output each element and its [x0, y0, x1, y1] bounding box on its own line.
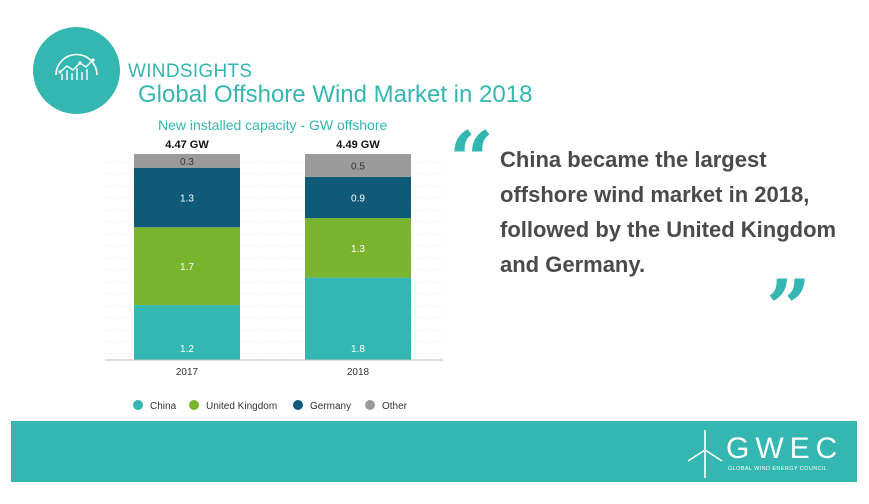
- legend-marker: [293, 400, 303, 410]
- bar-segment-other: [134, 154, 240, 168]
- page-title: Global Offshore Wind Market in 2018: [138, 81, 533, 108]
- open-quote-icon: “: [449, 115, 494, 206]
- bar-segment-united-kingdom: [305, 218, 411, 278]
- total-label: 4.49 GW: [336, 139, 380, 151]
- close-quote-icon: ”: [766, 263, 811, 354]
- bar-segment-china: [134, 305, 240, 360]
- quote-text: China became the largest offshore wind m…: [500, 147, 837, 277]
- legend-label: Germany: [310, 401, 351, 412]
- windsights-logo: [33, 27, 120, 114]
- x-tick-label: 2017: [176, 367, 199, 378]
- data-label: 1.3: [180, 193, 194, 204]
- org-name: GWEC: [726, 432, 844, 465]
- legend-label: United Kingdom: [206, 401, 277, 412]
- legend-marker: [133, 400, 143, 410]
- data-label: 0.9: [351, 193, 365, 204]
- bar-segment-germany: [134, 167, 240, 228]
- org-full-name: GLOBAL WIND ENERGY COUNCIL: [728, 466, 828, 472]
- total-label: 4.47 GW: [165, 139, 209, 151]
- data-label: 1.7: [180, 262, 194, 273]
- data-label: 0.3: [180, 157, 194, 168]
- brand-name: WINDSIGHTS: [128, 61, 253, 82]
- chart-gauge-icon: [55, 53, 98, 80]
- x-tick-label: 2018: [347, 367, 370, 378]
- data-label: 1.2: [180, 344, 194, 355]
- data-label: 1.8: [351, 344, 365, 355]
- data-label: 1.3: [351, 244, 365, 255]
- legend-label: Other: [382, 401, 408, 412]
- bar-segment-other: [305, 154, 411, 177]
- bar-segment-united-kingdom: [134, 227, 240, 306]
- gwec-logo: GWEC GLOBAL WIND ENERGY COUNCIL: [685, 428, 845, 478]
- chart-subtitle: New installed capacity - GW offshore: [158, 117, 388, 133]
- bar-segment-germany: [305, 176, 411, 219]
- bar-segment-china: [305, 277, 411, 360]
- wind-turbine-icon: [687, 430, 723, 478]
- data-label: 0.5: [351, 161, 365, 172]
- legend-marker: [365, 400, 375, 410]
- legend-marker: [189, 400, 199, 410]
- footer-band: [11, 421, 857, 482]
- legend-label: China: [150, 401, 177, 412]
